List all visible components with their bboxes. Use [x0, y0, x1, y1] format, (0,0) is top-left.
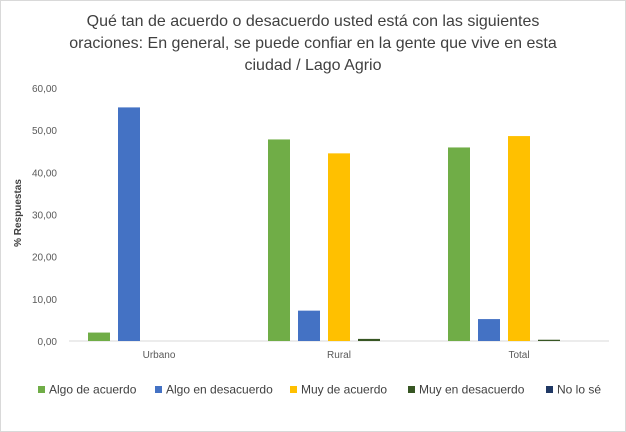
y-axis-ticks: 0,00 10,00 20,00 30,00 40,00 50,00 60,00: [32, 84, 57, 348]
legend-swatch: [546, 386, 553, 393]
x-category-label: Urbano: [143, 350, 176, 361]
legend-label: Muy de acuerdo: [301, 383, 387, 397]
legend-swatch: [38, 386, 45, 393]
legend-label: Muy en desacuerdo: [419, 383, 525, 397]
y-tick-label: 0,00: [38, 337, 58, 348]
legend-label: No lo sé: [557, 383, 601, 397]
legend-swatch: [408, 386, 415, 393]
bar-muy-de-acuerdo-rural: [328, 153, 350, 341]
bar-algo-en-desacuerdo-rural: [298, 310, 320, 341]
bar-muy-en-desacuerdo-total: [538, 339, 560, 341]
y-tick-label: 20,00: [32, 253, 57, 264]
legend-label: Algo en desacuerdo: [166, 383, 273, 397]
bar-algo-en-desacuerdo-urbano: [118, 107, 140, 341]
bar-algo-de-acuerdo-rural: [268, 139, 290, 341]
y-tick-label: 40,00: [32, 168, 57, 179]
x-category-label: Total: [508, 350, 529, 361]
legend-label: Algo de acuerdo: [49, 383, 137, 397]
y-tick-label: 60,00: [32, 84, 57, 95]
chart-title: Qué tan de acuerdo o desacuerdo usted es…: [69, 13, 557, 74]
legend-swatch: [290, 386, 297, 393]
bar-muy-en-desacuerdo-rural: [358, 338, 380, 341]
legend-swatch: [155, 386, 162, 393]
chart-title-line-1: Qué tan de acuerdo o desacuerdo usted es…: [87, 13, 540, 30]
y-axis-label: % Respuestas: [13, 179, 24, 247]
bar-algo-de-acuerdo-urbano: [88, 332, 110, 341]
y-tick-label: 50,00: [32, 126, 57, 137]
x-category-label: Rural: [327, 350, 351, 361]
chart-title-line-3: ciudad / Lago Agrio: [245, 57, 382, 74]
chart-title-line-2: oraciones: En general, se puede confiar …: [69, 35, 557, 52]
bar-muy-de-acuerdo-total: [508, 136, 530, 341]
legend: Algo de acuerdo Algo en desacuerdo Muy de …: [38, 383, 601, 397]
bar-algo-de-acuerdo-total: [448, 147, 470, 341]
y-tick-label: 10,00: [32, 295, 57, 306]
bars: [88, 107, 560, 341]
y-tick-label: 30,00: [32, 211, 57, 222]
bar-algo-en-desacuerdo-total: [478, 319, 500, 341]
x-axis-category-labels: Urbano Rural Total: [143, 350, 530, 361]
